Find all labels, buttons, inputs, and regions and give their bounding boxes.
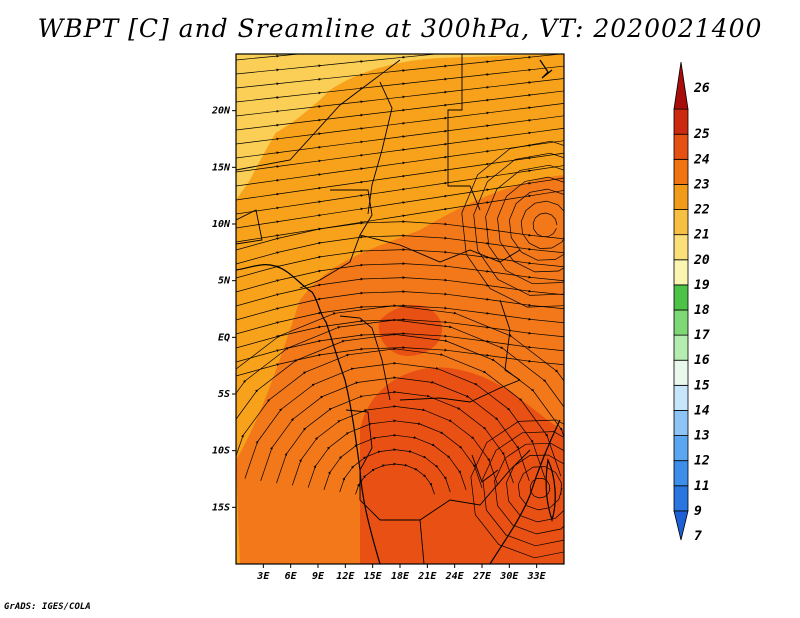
credit-label: GrADS: IGES/COLA: [4, 602, 91, 612]
streamline: [509, 188, 564, 261]
colorbar-swatch: [673, 460, 689, 487]
lat-tick-label: 15S: [212, 502, 230, 513]
colorbar-label: 22: [693, 203, 710, 218]
colorbar-swatch: [673, 259, 689, 286]
colorbar-label: 11: [694, 479, 710, 494]
lon-tick-label: 33E: [527, 571, 547, 582]
streamline: [485, 164, 564, 285]
colorbar-swatch: [673, 334, 689, 361]
colorbar-swatch: [673, 384, 689, 411]
colorbar-label: 18: [694, 303, 710, 318]
colorbar-label: 16: [694, 353, 710, 368]
lat-tick-label: 15N: [212, 162, 231, 173]
chart-title: WBPT [C] and Sreamline at 300hPa, VT: 20…: [37, 14, 763, 43]
colorbar-swatch: [673, 284, 689, 311]
lon-tick-label: 12E: [336, 571, 355, 582]
colorbar-label: 26: [693, 81, 710, 96]
streamline: [517, 466, 563, 511]
streamline: [482, 431, 564, 547]
colorbar-swatch: [673, 158, 689, 185]
colorbar-swatch: [673, 234, 689, 261]
streamline: [529, 477, 551, 499]
streamline: [497, 176, 564, 273]
field-low-region-northwest: [236, 54, 330, 200]
lon-tick-label: 15E: [364, 571, 383, 582]
lon-tick-label: 3E: [256, 571, 270, 582]
colorbar-swatch: [673, 410, 689, 436]
lat-tick-label: 5N: [218, 276, 231, 287]
streamline: [532, 212, 558, 238]
colorbar-swatch: [673, 309, 689, 336]
lat-tick-label: 10N: [212, 219, 231, 230]
streamline: [236, 304, 564, 420]
colorbar-swatch: [673, 510, 689, 541]
colorbar-swatch: [673, 485, 689, 512]
colorbar-swatch: [673, 133, 689, 160]
lon-tick-label: 30E: [499, 571, 519, 582]
longitude-axis: 3E 6E 9E 12E 15E 18E 21E 24E 27E 30E 33E: [256, 564, 547, 582]
colorbar-swatch: [673, 359, 689, 386]
colorbar-label: 9: [694, 504, 702, 519]
lat-tick-label: EQ: [218, 332, 230, 343]
lon-tick-label: 6E: [285, 571, 298, 582]
colorbar-label: 20: [693, 253, 710, 268]
map-plot-area: [236, 54, 564, 564]
colorbar-label: 15: [694, 378, 710, 393]
colorbar-label: 25: [693, 127, 710, 142]
lon-tick-label: 27E: [472, 571, 492, 582]
lon-tick-label: 21E: [417, 571, 437, 582]
colorbar-label: 24: [693, 152, 710, 167]
lat-tick-label: 10S: [212, 446, 230, 457]
colorbar-swatch: [673, 209, 689, 236]
colorbar-label: 19: [694, 278, 710, 293]
streamline: [461, 140, 564, 308]
colorbar-label: 7: [694, 529, 702, 544]
colorbar-label: 17: [694, 328, 710, 343]
colorbar-label: 23: [693, 177, 710, 192]
streamline: [473, 152, 564, 296]
colorbar-swatch: [673, 184, 689, 210]
lon-tick-label: 24E: [445, 571, 465, 582]
streamline: [506, 454, 564, 523]
colorbar-label: 13: [694, 429, 710, 444]
colorbar-swatch: [673, 61, 689, 110]
colorbar-swatch: [673, 435, 689, 462]
colorbar-label: 21: [693, 228, 710, 243]
lon-tick-label: 18E: [391, 571, 410, 582]
latitude-axis: 20N 15N 10N 5N EQ 5S 10S 15S: [211, 106, 236, 513]
colorbar: 7 9 11 12 13 14 15 16 17 18 19 20 21 22 23 24 25 26: [673, 61, 710, 544]
colorbar-swatch: [673, 108, 689, 135]
streamline: [470, 419, 564, 559]
colorbar-label: 14: [694, 403, 710, 418]
streamline: [520, 200, 564, 249]
streamlines: [236, 54, 564, 559]
lat-tick-label: 20N: [211, 106, 231, 117]
colorbar-label: 12: [694, 454, 710, 469]
lon-tick-label: 9E: [312, 571, 325, 582]
streamline: [494, 442, 564, 535]
lat-tick-label: 5S: [218, 389, 230, 400]
